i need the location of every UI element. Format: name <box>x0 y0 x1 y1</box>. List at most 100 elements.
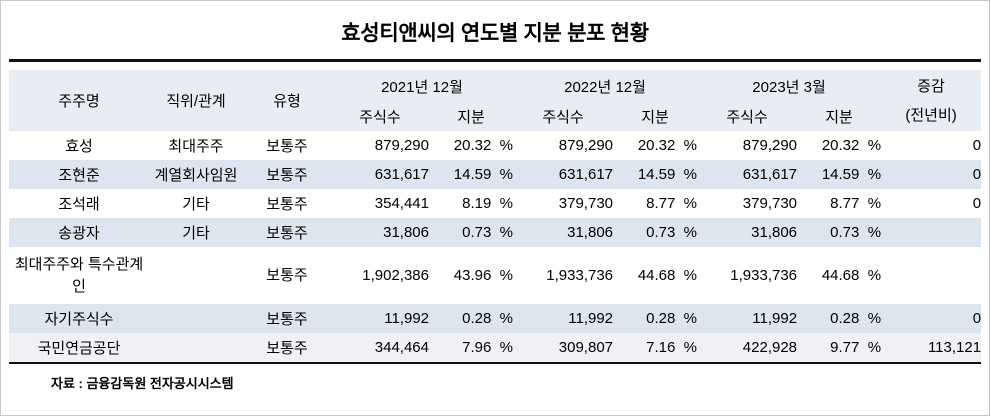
table-row: 효성 최대주주 보통주 879,290 20.32 % 879,290 20.3… <box>9 131 981 160</box>
cell-shares-2022: 1,933,736 <box>546 266 614 284</box>
cell-change: 0 <box>972 195 982 212</box>
col-header-shareholder: 주주명 <box>9 70 149 131</box>
col-header-stake-2023: 지분 <box>797 102 882 131</box>
source-note: 자료 : 금융감독원 전자공시시스템 <box>51 376 234 391</box>
cell-type: 보통주 <box>243 304 331 333</box>
cell-change: 0 <box>881 160 982 189</box>
cell-stake-2021: 14.59 % <box>429 160 514 189</box>
cell-type: 보통주 <box>243 218 331 247</box>
table-row: 최대주주와 특수관계인 보통주 1,902,386 43.96 % 1,933,… <box>9 247 981 304</box>
cell-stake-2023: 9.77 % <box>797 333 882 362</box>
cell-stake-2021: 43.96 % <box>453 266 514 284</box>
table-row: 조석래 기타 보통주 354,441 8.19 % 379,730 8.77 %… <box>9 189 981 218</box>
cell-stake-2023: 0.28 % <box>797 304 882 333</box>
cell-change: 113,121 <box>881 333 982 362</box>
cell-shares-2021: 354,441 <box>374 195 429 212</box>
cell-shares-2021: 344,464 <box>331 333 429 362</box>
cell-shareholder: 최대주주와 특수관계인 <box>14 255 144 295</box>
cell-type: 보통주 <box>266 196 308 213</box>
cell-stake-2023: 44.68 % <box>821 266 882 284</box>
cell-stake-2022: 14.59 % <box>613 160 698 189</box>
table-row: 조현준 계열회사임원 보통주 631,617 14.59 % 631,617 1… <box>9 160 982 189</box>
cell-change: 0 <box>881 304 982 333</box>
cell-stake-2022: 0.73 % <box>613 218 698 247</box>
cell-shares-2022: 11,992 <box>513 304 614 333</box>
cell-stake-2022: 7.16 % <box>613 333 698 362</box>
header-row-sub: 주식수 지분 주식수 지분 주식수 지분 <box>9 102 981 131</box>
cell-type: 보통주 <box>243 333 331 362</box>
cell-shares-2023: 879,290 <box>742 137 798 154</box>
cell-shares-2023: 631,617 <box>697 160 798 189</box>
cell-change <box>881 218 982 247</box>
table-row: 자기주식수 보통주 11,992 0.28 % 11,992 0.28 % 11… <box>9 304 982 333</box>
table-bottom-divider <box>9 362 981 364</box>
cell-stake-2021: 20.32 % <box>453 137 514 154</box>
cell-shares-2021: 631,617 <box>331 160 429 189</box>
cell-shares-2022: 31,806 <box>513 218 614 247</box>
cell-stake-2022: 8.77 % <box>646 195 698 212</box>
page-title: 효성티앤씨의 연도별 지분 분포 현황 <box>341 22 649 45</box>
cell-stake-2023: 8.77 % <box>830 195 882 212</box>
cell-position <box>149 333 243 362</box>
cell-shareholder: 국민연금공단 <box>9 333 149 362</box>
cell-shareholder: 효성 <box>65 138 93 155</box>
col-header-shares-2022: 주식수 <box>513 102 614 131</box>
col-header-type: 유형 <box>243 70 331 131</box>
cell-position: 최대주주 <box>168 138 224 155</box>
cell-shares-2021: 1,902,386 <box>362 266 429 284</box>
cell-shares-2023: 1,933,736 <box>730 266 798 284</box>
cell-shareholder: 자기주식수 <box>9 304 149 333</box>
col-header-stake-2021: 지분 <box>429 102 514 131</box>
cell-stake-2021: 0.28 % <box>429 304 514 333</box>
col-header-change-line1: 증감 <box>917 77 945 95</box>
cell-shares-2023: 379,730 <box>742 195 798 212</box>
cell-type: 보통주 <box>243 160 331 189</box>
cell-shareholder: 송광자 <box>9 218 149 247</box>
title-divider <box>9 59 981 62</box>
header-row-main: 주주명 직위/관계 유형 2021년 12월 2022년 12월 2023년 3… <box>9 70 982 131</box>
cell-shares-2021: 11,992 <box>331 304 429 333</box>
cell-type: 보통주 <box>266 138 308 155</box>
col-header-period-2022: 2022년 12월 <box>513 70 698 102</box>
cell-stake-2022: 44.68 % <box>637 266 698 284</box>
cell-stake-2023: 20.32 % <box>821 137 882 154</box>
cell-position: 계열회사임원 <box>149 160 243 189</box>
col-header-shares-2023: 주식수 <box>697 102 798 131</box>
cell-stake-2021: 7.96 % <box>429 333 514 362</box>
cell-position <box>149 247 243 304</box>
share-distribution-table: 주주명 직위/관계 유형 2021년 12월 2022년 12월 2023년 3… <box>9 70 982 362</box>
cell-shares-2023: 31,806 <box>697 218 798 247</box>
cell-position <box>149 304 243 333</box>
table-row: 송광자 기타 보통주 31,806 0.73 % 31,806 0.73 % 3… <box>9 218 982 247</box>
cell-shareholder: 조현준 <box>9 160 149 189</box>
cell-shares-2022: 379,730 <box>558 195 614 212</box>
cell-stake-2023: 0.73 % <box>797 218 882 247</box>
col-header-period-2023: 2023년 3월 <box>697 70 882 102</box>
col-header-stake-2022: 지분 <box>613 102 698 131</box>
col-header-position: 직위/관계 <box>149 70 243 131</box>
cell-change: 0 <box>972 137 982 154</box>
cell-change <box>881 247 981 304</box>
col-header-period-2021: 2021년 12월 <box>331 70 514 102</box>
cell-stake-2022: 20.32 % <box>637 137 698 154</box>
cell-shareholder: 조석래 <box>58 196 100 213</box>
cell-stake-2023: 14.59 % <box>797 160 882 189</box>
cell-stake-2021: 0.73 % <box>429 218 514 247</box>
cell-type: 보통주 <box>266 266 308 284</box>
cell-shares-2022: 309,807 <box>513 333 614 362</box>
cell-shares-2021: 879,290 <box>374 137 429 154</box>
col-header-change-line2: (전년비) <box>905 106 957 124</box>
cell-shares-2023: 11,992 <box>697 304 798 333</box>
cell-shares-2023: 422,928 <box>697 333 798 362</box>
table-row: 국민연금공단 보통주 344,464 7.96 % 309,807 7.16 %… <box>9 333 982 362</box>
col-header-shares-2021: 주식수 <box>331 102 429 131</box>
col-header-change: 증감 (전년비) <box>881 70 982 131</box>
cell-position: 기타 <box>182 196 210 213</box>
cell-stake-2021: 8.19 % <box>462 195 514 212</box>
cell-shares-2022: 879,290 <box>558 137 614 154</box>
cell-position: 기타 <box>149 218 243 247</box>
cell-stake-2022: 0.28 % <box>613 304 698 333</box>
cell-shares-2022: 631,617 <box>513 160 614 189</box>
cell-shares-2021: 31,806 <box>331 218 429 247</box>
